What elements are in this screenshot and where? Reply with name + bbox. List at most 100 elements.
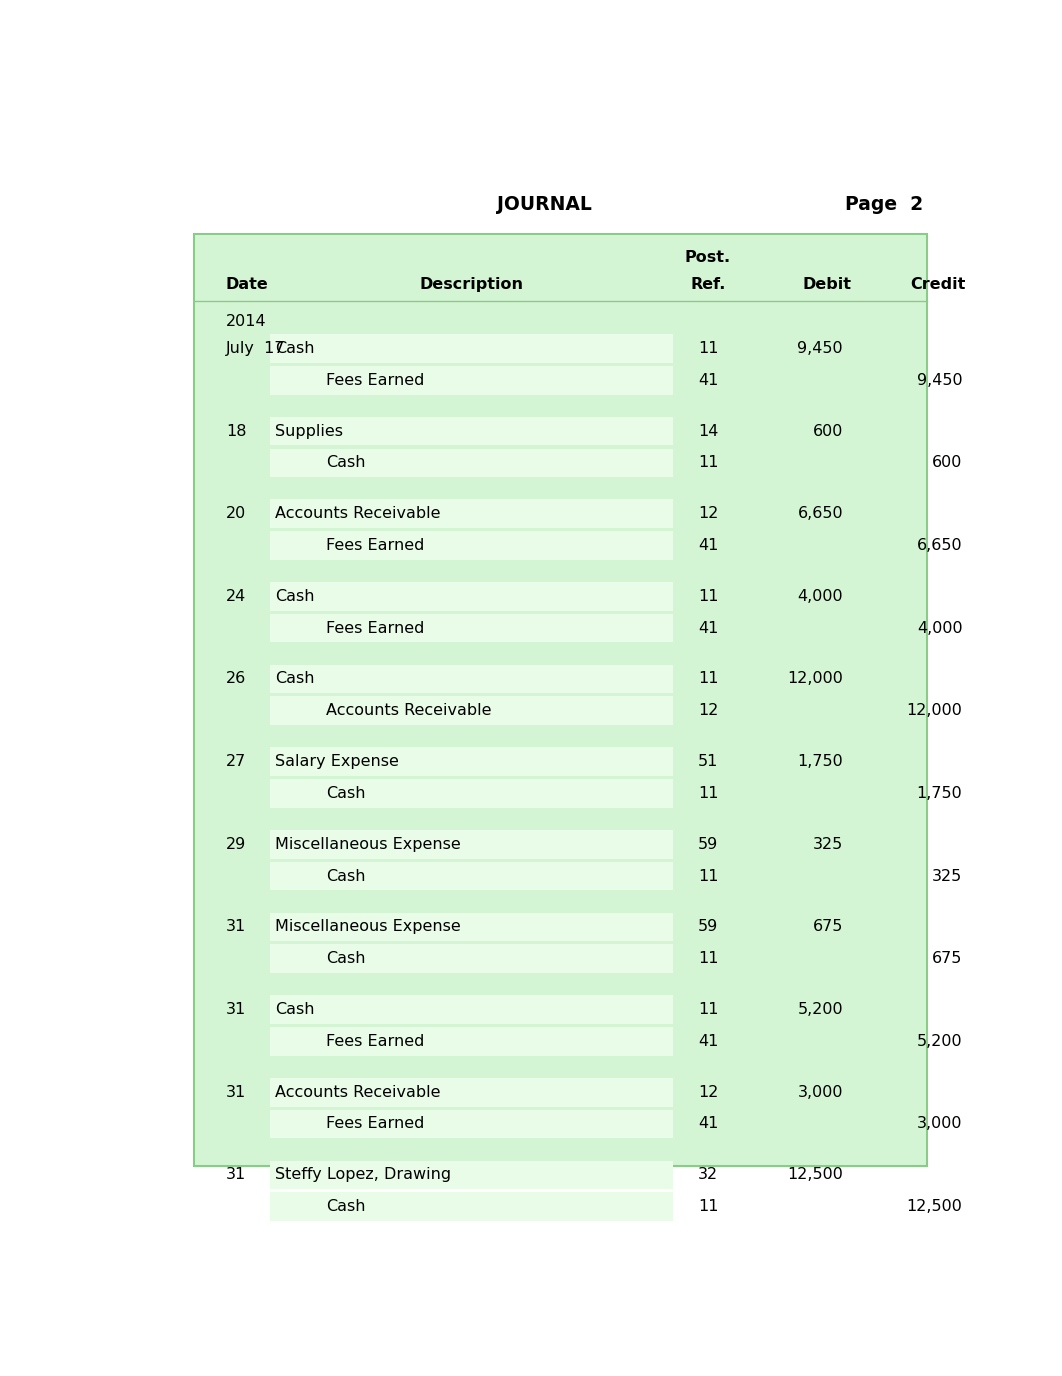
Bar bbox=[270, 1026, 673, 1055]
Text: 12,500: 12,500 bbox=[907, 1198, 962, 1214]
Bar bbox=[194, 234, 927, 1167]
Text: Fees Earned: Fees Earned bbox=[326, 621, 425, 636]
Text: 14: 14 bbox=[698, 424, 718, 439]
Text: Credit: Credit bbox=[910, 278, 965, 292]
Bar bbox=[270, 582, 673, 611]
Text: 41: 41 bbox=[698, 1033, 718, 1049]
Text: 11: 11 bbox=[698, 786, 718, 801]
Text: Cash: Cash bbox=[326, 1198, 365, 1214]
Text: 41: 41 bbox=[698, 621, 718, 636]
Bar bbox=[270, 614, 673, 643]
Bar bbox=[270, 944, 673, 973]
Text: Miscellaneous Expense: Miscellaneous Expense bbox=[275, 837, 461, 852]
Text: 41: 41 bbox=[698, 1116, 718, 1131]
Text: 11: 11 bbox=[698, 1002, 718, 1017]
Bar bbox=[270, 830, 673, 859]
Text: 27: 27 bbox=[226, 754, 246, 769]
Text: 18: 18 bbox=[226, 424, 246, 439]
Bar bbox=[270, 1109, 673, 1138]
Text: Description: Description bbox=[419, 278, 524, 292]
Text: 3,000: 3,000 bbox=[798, 1084, 843, 1099]
Text: Debit: Debit bbox=[802, 278, 851, 292]
Text: 11: 11 bbox=[698, 671, 718, 687]
Text: Steffy Lopez, Drawing: Steffy Lopez, Drawing bbox=[275, 1167, 451, 1182]
Text: JOURNAL: JOURNAL bbox=[497, 195, 592, 213]
Bar bbox=[270, 1160, 673, 1189]
Bar bbox=[270, 449, 673, 477]
Text: 59: 59 bbox=[698, 837, 718, 852]
Text: 4,000: 4,000 bbox=[798, 589, 843, 604]
Text: 12,000: 12,000 bbox=[907, 703, 962, 718]
Text: Fees Earned: Fees Earned bbox=[326, 538, 425, 553]
Text: Cash: Cash bbox=[275, 341, 314, 356]
Text: 675: 675 bbox=[812, 919, 843, 934]
Text: 11: 11 bbox=[698, 1198, 718, 1214]
Text: 12,000: 12,000 bbox=[787, 671, 843, 687]
Text: 675: 675 bbox=[932, 951, 962, 966]
Bar bbox=[270, 861, 673, 890]
Text: Miscellaneous Expense: Miscellaneous Expense bbox=[275, 919, 461, 934]
Text: 325: 325 bbox=[812, 837, 843, 852]
Bar bbox=[270, 531, 673, 560]
Bar bbox=[270, 1077, 673, 1106]
Text: Ref.: Ref. bbox=[690, 278, 725, 292]
Text: 41: 41 bbox=[698, 538, 718, 553]
Text: 11: 11 bbox=[698, 868, 718, 883]
Bar bbox=[270, 1193, 673, 1221]
Text: 9,450: 9,450 bbox=[917, 373, 962, 388]
Text: 29: 29 bbox=[226, 837, 246, 852]
Bar bbox=[270, 366, 673, 395]
Text: Cash: Cash bbox=[326, 868, 365, 883]
Text: Cash: Cash bbox=[275, 671, 314, 687]
Text: 31: 31 bbox=[226, 1002, 246, 1017]
Text: 6,650: 6,650 bbox=[798, 506, 843, 522]
Text: Accounts Receivable: Accounts Receivable bbox=[275, 1084, 441, 1099]
Text: 12,500: 12,500 bbox=[787, 1167, 843, 1182]
Text: 12: 12 bbox=[698, 1084, 718, 1099]
Text: 1,750: 1,750 bbox=[917, 786, 962, 801]
Text: Fees Earned: Fees Earned bbox=[326, 1116, 425, 1131]
Text: 59: 59 bbox=[698, 919, 718, 934]
Text: Fees Earned: Fees Earned bbox=[326, 373, 425, 388]
Text: Post.: Post. bbox=[685, 250, 731, 264]
Text: 600: 600 bbox=[812, 424, 843, 439]
Bar bbox=[270, 334, 673, 363]
Text: 11: 11 bbox=[698, 341, 718, 356]
Text: July  17: July 17 bbox=[226, 341, 286, 356]
Text: 4,000: 4,000 bbox=[917, 621, 962, 636]
Text: 12: 12 bbox=[698, 703, 718, 718]
Text: 5,200: 5,200 bbox=[798, 1002, 843, 1017]
Text: 31: 31 bbox=[226, 1167, 246, 1182]
Text: 31: 31 bbox=[226, 1084, 246, 1099]
Text: 9,450: 9,450 bbox=[798, 341, 843, 356]
Bar bbox=[270, 995, 673, 1024]
Text: 2014: 2014 bbox=[226, 315, 267, 329]
Text: Cash: Cash bbox=[326, 455, 365, 471]
Bar bbox=[270, 665, 673, 694]
Bar bbox=[270, 696, 673, 725]
Text: Accounts Receivable: Accounts Receivable bbox=[326, 703, 492, 718]
Text: Fees Earned: Fees Earned bbox=[326, 1033, 425, 1049]
Bar bbox=[270, 747, 673, 776]
Text: Supplies: Supplies bbox=[275, 424, 343, 439]
Text: 12: 12 bbox=[698, 506, 718, 522]
Bar bbox=[270, 912, 673, 941]
Text: 11: 11 bbox=[698, 455, 718, 471]
Text: 3,000: 3,000 bbox=[917, 1116, 962, 1131]
Text: Cash: Cash bbox=[326, 786, 365, 801]
Text: 32: 32 bbox=[698, 1167, 718, 1182]
Text: 41: 41 bbox=[698, 373, 718, 388]
Text: 325: 325 bbox=[932, 868, 962, 883]
Text: 5,200: 5,200 bbox=[917, 1033, 962, 1049]
Text: Cash: Cash bbox=[275, 589, 314, 604]
Text: 1,750: 1,750 bbox=[798, 754, 843, 769]
Text: 11: 11 bbox=[698, 951, 718, 966]
Text: 6,650: 6,650 bbox=[917, 538, 962, 553]
Text: 51: 51 bbox=[698, 754, 718, 769]
Bar bbox=[270, 499, 673, 528]
Text: Date: Date bbox=[226, 278, 269, 292]
Text: 26: 26 bbox=[226, 671, 246, 687]
Text: Page  2: Page 2 bbox=[844, 195, 923, 213]
Text: Cash: Cash bbox=[326, 951, 365, 966]
Text: Salary Expense: Salary Expense bbox=[275, 754, 399, 769]
